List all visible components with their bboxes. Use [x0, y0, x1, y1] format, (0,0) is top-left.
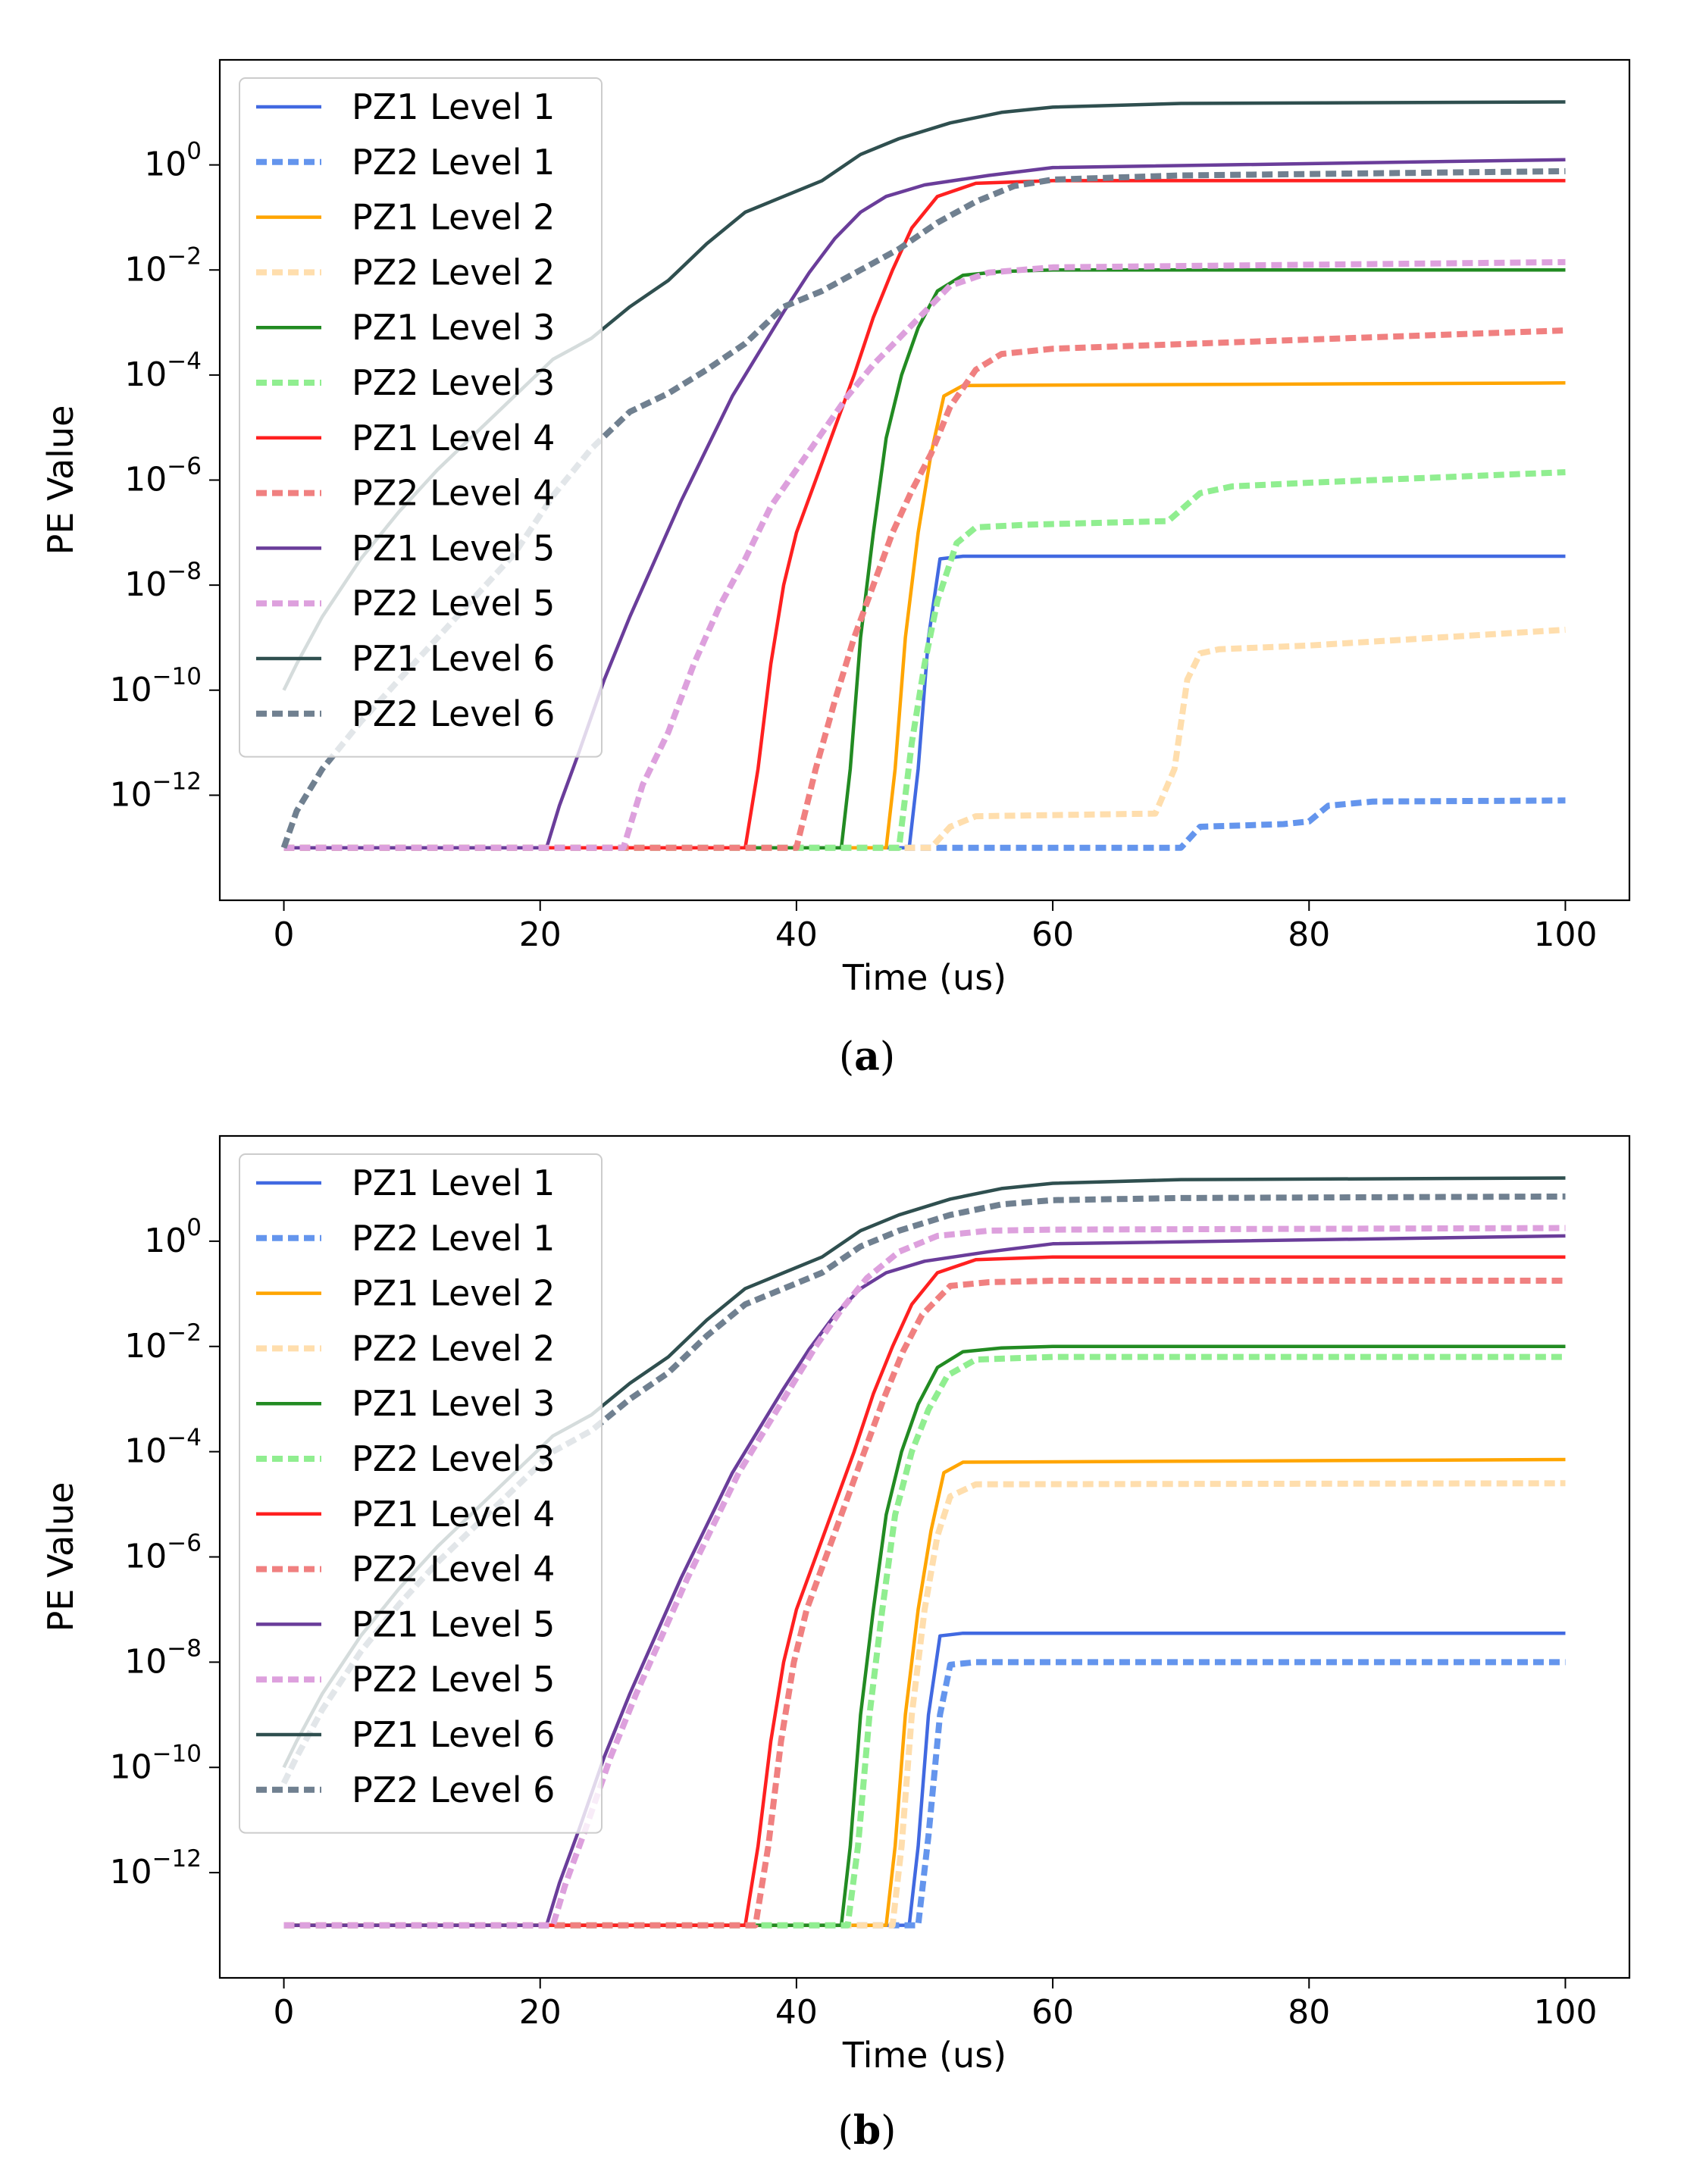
- y-tick-label: 10−12: [110, 768, 202, 814]
- legend-label: PZ1 Level 1: [352, 1162, 555, 1203]
- legend-label: PZ2 Level 6: [352, 1769, 555, 1810]
- legend-box: [239, 77, 603, 758]
- y-tick-label: 10−6: [124, 453, 202, 499]
- series-line-pz2-level-1: [283, 1659, 1566, 1929]
- y-tick-label: 10−2: [124, 1319, 202, 1366]
- chart-b: 0 20 40 60 80 100 100 10−2 10−4 10−6 10−8 10−10 10−1…: [40, 1134, 1631, 2154]
- series-line-pz2-level-1: [283, 797, 1566, 851]
- x-tick-label: 0: [274, 1993, 295, 2032]
- legend-label: PZ1 Level 5: [352, 527, 555, 568]
- y-axis-label: PE Value: [40, 405, 81, 555]
- series-line-pz2-level-2: [283, 627, 1566, 851]
- legend-label: PZ1 Level 3: [352, 307, 555, 348]
- legend-label: PZ2 Level 1: [352, 1218, 555, 1259]
- series-line-pz1-level-3: [283, 1344, 1566, 1927]
- legend-label: PZ1 Level 4: [352, 418, 555, 458]
- y-tick-label: 10−10: [110, 1740, 202, 1786]
- y-tick-label: 10−4: [124, 1425, 202, 1471]
- series-line-pz2-level-4: [283, 1278, 1566, 1929]
- x-tick-label: 100: [1533, 915, 1597, 954]
- series-line-pz1-level-4: [283, 1255, 1566, 1927]
- legend-label: PZ2 Level 1: [352, 142, 555, 183]
- legend-label: PZ2 Level 4: [352, 1549, 555, 1590]
- series-line-pz1-level-2: [283, 1457, 1566, 1927]
- panel-caption: (b): [838, 2107, 897, 2154]
- series-line-pz2-level-4: [283, 327, 1566, 851]
- y-tick-label: 10−4: [124, 348, 202, 394]
- x-tick-label: 60: [1031, 915, 1074, 954]
- y-tick-label: 10−10: [110, 663, 202, 709]
- legend-label: PZ1 Level 3: [352, 1383, 555, 1424]
- y-axis-label: PE Value: [40, 1482, 81, 1632]
- x-tick-label: 20: [519, 1993, 562, 2032]
- legend-label: PZ2 Level 5: [352, 1659, 555, 1700]
- x-tick-label: 80: [1288, 915, 1330, 954]
- legend-label: PZ1 Level 4: [352, 1494, 555, 1535]
- series-line-pz2-level-5: [283, 258, 1566, 851]
- legend-label: PZ1 Level 6: [352, 1714, 555, 1755]
- x-axis-label: Time (us): [842, 2035, 1006, 2076]
- series-line-pz2-level-3: [283, 469, 1566, 851]
- y-tick-label: 10−6: [124, 1530, 202, 1576]
- legend-label: PZ1 Level 2: [352, 1273, 555, 1314]
- legend-label: PZ2 Level 3: [352, 1438, 555, 1479]
- legend-box: [239, 1153, 603, 1834]
- x-tick-label: 40: [775, 1993, 818, 2032]
- legend-label: PZ2 Level 2: [352, 252, 555, 293]
- legend-label: PZ2 Level 5: [352, 583, 555, 624]
- series-line-pz1-level-2: [283, 381, 1566, 850]
- legend-label: PZ1 Level 6: [352, 638, 555, 679]
- legend-label: PZ1 Level 2: [352, 197, 555, 238]
- panel-caption: (a): [839, 1034, 895, 1080]
- x-tick-label: 60: [1031, 1993, 1074, 2032]
- x-tick-label: 0: [274, 915, 295, 954]
- x-tick-label: 40: [775, 915, 818, 954]
- y-tick-label: 10−2: [124, 242, 202, 289]
- series-line-pz1-level-4: [283, 179, 1566, 850]
- y-tick-label: 10−8: [124, 558, 202, 604]
- series-line-pz2-level-3: [283, 1353, 1566, 1929]
- x-tick-label: 80: [1288, 1993, 1330, 2032]
- legend-label: PZ1 Level 1: [352, 86, 555, 127]
- y-tick-label: 100: [144, 138, 202, 184]
- y-tick-label: 10−8: [124, 1635, 202, 1681]
- legend-label: PZ1 Level 5: [352, 1604, 555, 1644]
- chart-a: 0 20 40 60 80 100 100 10−2 10−4 10−6 10−8 10−10 10−1…: [40, 58, 1631, 1080]
- series-line-pz2-level-2: [283, 1480, 1566, 1929]
- legend-label: PZ2 Level 4: [352, 473, 555, 514]
- legend-label: PZ2 Level 3: [352, 362, 555, 403]
- y-tick-label: 10−12: [110, 1845, 202, 1891]
- x-tick-label: 100: [1533, 1993, 1597, 2032]
- y-tick-label: 100: [144, 1214, 202, 1260]
- x-tick-label: 20: [519, 915, 562, 954]
- x-axis-label: Time (us): [842, 957, 1006, 998]
- legend-label: PZ2 Level 6: [352, 693, 555, 734]
- legend-label: PZ2 Level 2: [352, 1328, 555, 1369]
